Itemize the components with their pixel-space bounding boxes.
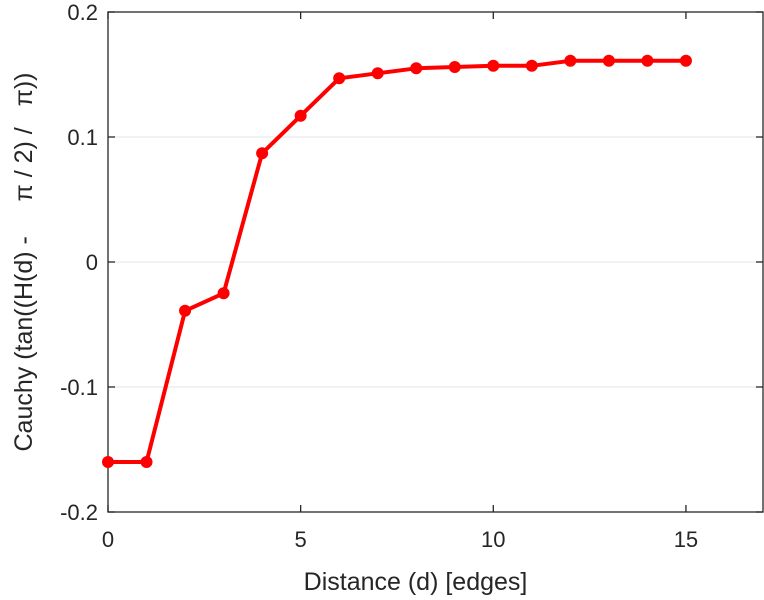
y-tick-label: 0.2	[67, 0, 98, 25]
x-tick-label: 0	[102, 527, 114, 552]
data-point	[102, 456, 114, 468]
data-point	[487, 59, 500, 72]
x-tick-label: 10	[481, 527, 505, 552]
data-point	[641, 54, 654, 67]
data-point	[679, 54, 692, 67]
x-tick-label: 5	[295, 527, 307, 552]
y-axis-label: Cauchy (tan((H(d) - π / 2) / π))	[10, 73, 38, 452]
grid-lines	[108, 11, 763, 513]
data-point	[256, 147, 269, 160]
axis-ticks	[107, 11, 763, 513]
y-tick-label: -0.1	[60, 375, 98, 400]
data-point	[410, 62, 423, 75]
series-line	[108, 58, 686, 464]
y-tick-label: -0.2	[60, 500, 98, 525]
data-point	[564, 54, 577, 67]
tick-labels: -0.2 -0.1 0 0.1 0.2 0 5 10 15	[60, 0, 698, 552]
data-point	[140, 456, 153, 468]
data-point	[525, 59, 538, 72]
data-point	[602, 54, 615, 67]
data-point	[179, 304, 192, 317]
y-tick-label: 0	[86, 250, 98, 275]
data-point	[217, 287, 230, 300]
data-point	[371, 67, 384, 80]
data-point	[333, 72, 346, 85]
data-series	[102, 54, 692, 468]
data-point	[448, 61, 461, 73]
x-axis-label: Distance (d) [edges]	[304, 568, 528, 596]
y-tick-label: 0.1	[67, 125, 98, 150]
x-tick-label: 15	[674, 527, 698, 552]
data-point	[294, 109, 307, 122]
